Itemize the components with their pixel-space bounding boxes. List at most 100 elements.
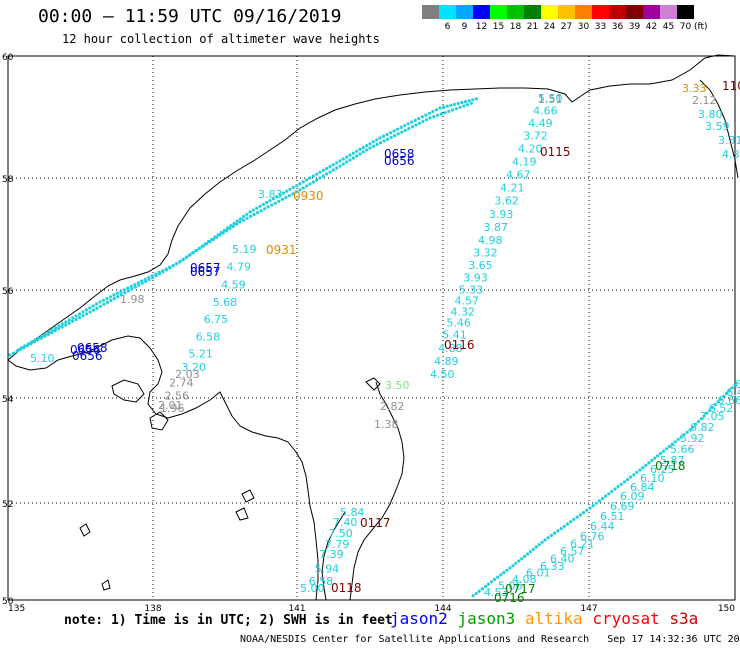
swh-value: 4.50 (430, 368, 455, 381)
pass-time-label: 0656 (70, 343, 101, 357)
track-dot (549, 533, 554, 538)
track-dot (201, 244, 205, 248)
lon-tick-label: 141 (288, 604, 305, 614)
track-dot (361, 150, 365, 154)
track-dot (477, 589, 481, 593)
track-dot (540, 540, 544, 544)
track-dot (122, 288, 126, 292)
legend-swatch (422, 5, 439, 19)
track-dot (47, 330, 51, 334)
track-dot (285, 189, 289, 193)
legend-label: 30 (577, 22, 590, 32)
track-dot (428, 116, 432, 120)
track-dot (294, 190, 299, 194)
coastline-sakhalin-west (321, 511, 346, 601)
swh-value: 3.31 (718, 134, 740, 147)
island-north (365, 377, 381, 391)
track-dot (64, 323, 68, 327)
legend-bin: 12 (473, 5, 490, 32)
track-dot (315, 172, 319, 176)
track-dot (158, 272, 162, 276)
satellite-label-jason2: jason2 (390, 609, 458, 628)
legend-swatch (507, 5, 524, 19)
swh-value: 4.49 (528, 117, 553, 130)
track-dot (585, 508, 589, 512)
swh-value: 3.80 (698, 108, 723, 121)
pass-time-label: 0658 (384, 147, 415, 161)
track-dot (407, 127, 411, 131)
swh-value: 6.21 (570, 538, 595, 551)
track-dot (245, 216, 249, 220)
track-dot (88, 306, 92, 310)
track-dot (137, 283, 141, 287)
track-dot (77, 312, 82, 316)
track-dot (474, 97, 478, 101)
track-dot (632, 473, 636, 477)
track-dot (727, 389, 732, 393)
track-dot (98, 304, 102, 308)
legend-swatch (439, 5, 456, 19)
track-dot (321, 174, 325, 178)
swh-value: 3.87 (484, 221, 509, 234)
pass-time-label: 0657 (190, 265, 221, 279)
swh-value: 3.93 (489, 208, 514, 221)
legend-swatch (626, 5, 643, 19)
track-dot (625, 477, 630, 482)
legend-swatch (643, 5, 660, 19)
track-dot (505, 568, 509, 572)
track-dot (424, 113, 428, 117)
lat-tick-label: 54 (2, 395, 14, 405)
track-dot (454, 107, 458, 111)
pass-time-label: 0718 (655, 459, 686, 473)
track-dot (335, 166, 339, 170)
legend-bin (422, 5, 439, 32)
swh-value: 6.84 (630, 481, 655, 494)
legend-bin: 39 (626, 5, 643, 32)
track-dot (91, 304, 95, 308)
track-dot (635, 470, 639, 474)
track-dot (708, 408, 712, 412)
track-dot (528, 550, 533, 554)
track-dot (245, 212, 249, 216)
track-dot (84, 312, 89, 316)
track-dot (565, 522, 570, 526)
track-dot (263, 207, 267, 211)
island-west (79, 523, 91, 537)
satellite-label-jason3: jason3 (457, 609, 525, 628)
track-dot (489, 580, 494, 584)
track-dot (181, 257, 185, 261)
swh-value: 6.49 (726, 386, 740, 399)
track-dots (8, 97, 737, 598)
track-dot (591, 504, 595, 508)
track-dot (460, 100, 464, 105)
track-dot (328, 170, 332, 174)
track-dot (396, 127, 400, 131)
track-dot (36, 338, 40, 342)
track-dot (716, 400, 720, 404)
track-dot (305, 184, 309, 188)
swh-value: 1.98 (120, 293, 145, 306)
track-dot (393, 134, 397, 138)
track-dot (389, 135, 393, 139)
track-dot (238, 220, 242, 224)
legend-label: 42 (645, 22, 658, 32)
track-dot (98, 300, 102, 304)
track-dot (123, 291, 127, 295)
legend-swatch (473, 5, 490, 19)
track-dot (537, 543, 541, 547)
track-dot (154, 274, 158, 278)
swh-value: 4.19 (512, 156, 537, 169)
swh-value: 3.65 (468, 259, 493, 272)
track-dot (188, 253, 192, 257)
track-dot (50, 331, 54, 335)
track-dot (462, 104, 466, 108)
track-dot (410, 120, 414, 124)
track-dot (679, 435, 683, 439)
track-dot (447, 109, 451, 113)
track-dot (60, 325, 64, 329)
track-dot (445, 104, 449, 108)
track-dot (178, 259, 182, 263)
legend-bin: 6 (439, 5, 456, 32)
track-dot (449, 103, 453, 107)
